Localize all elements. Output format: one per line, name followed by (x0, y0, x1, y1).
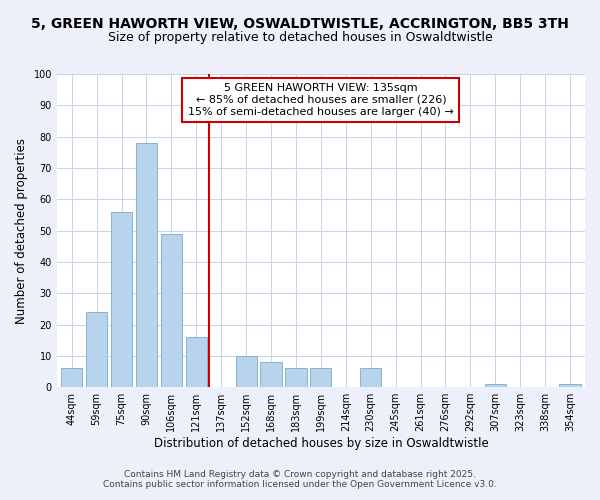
Text: Contains HM Land Registry data © Crown copyright and database right 2025.
Contai: Contains HM Land Registry data © Crown c… (103, 470, 497, 489)
Text: Size of property relative to detached houses in Oswaldtwistle: Size of property relative to detached ho… (107, 31, 493, 44)
Bar (161, 234, 182, 387)
X-axis label: Distribution of detached houses by size in Oswaldtwistle: Distribution of detached houses by size … (154, 437, 488, 450)
Text: 5, GREEN HAWORTH VIEW, OSWALDTWISTLE, ACCRINGTON, BB5 3TH: 5, GREEN HAWORTH VIEW, OSWALDTWISTLE, AC… (31, 18, 569, 32)
Bar (559, 384, 581, 387)
Bar (61, 368, 82, 387)
Bar (286, 368, 307, 387)
Bar (186, 337, 207, 387)
Bar (86, 312, 107, 387)
Y-axis label: Number of detached properties: Number of detached properties (15, 138, 28, 324)
Text: 5 GREEN HAWORTH VIEW: 135sqm
← 85% of detached houses are smaller (226)
15% of s: 5 GREEN HAWORTH VIEW: 135sqm ← 85% of de… (188, 84, 454, 116)
Bar (360, 368, 382, 387)
Bar (485, 384, 506, 387)
Bar (236, 356, 257, 387)
Bar (260, 362, 281, 387)
Bar (111, 212, 132, 387)
Bar (310, 368, 331, 387)
Bar (136, 143, 157, 387)
